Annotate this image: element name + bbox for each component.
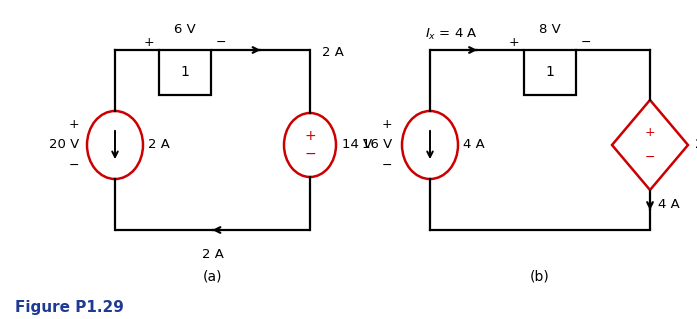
- Text: −: −: [581, 35, 592, 48]
- Text: −: −: [304, 147, 316, 161]
- Text: +: +: [381, 118, 392, 131]
- Text: +: +: [508, 35, 519, 48]
- Text: 6 V: 6 V: [174, 23, 196, 36]
- Text: −: −: [645, 151, 655, 164]
- Text: 14 V: 14 V: [342, 138, 372, 152]
- Text: 8 V: 8 V: [539, 23, 561, 36]
- Text: (b): (b): [530, 270, 550, 284]
- Text: +: +: [304, 129, 316, 143]
- Text: (a): (a): [202, 270, 222, 284]
- Text: −: −: [68, 159, 79, 172]
- Text: 2 A: 2 A: [322, 46, 344, 58]
- Text: 20 V: 20 V: [49, 138, 79, 152]
- Text: 16 V: 16 V: [362, 138, 392, 152]
- Text: +: +: [68, 118, 79, 131]
- Text: −: −: [216, 35, 227, 48]
- Text: 4 A: 4 A: [463, 138, 484, 152]
- Text: 1: 1: [181, 65, 190, 79]
- Text: $I_x$ = 4 A: $I_x$ = 4 A: [425, 27, 478, 42]
- Text: 1: 1: [546, 65, 554, 79]
- Text: $2I_x$: $2I_x$: [694, 137, 697, 152]
- Text: +: +: [144, 35, 154, 48]
- Text: 2 A: 2 A: [148, 138, 170, 152]
- Text: 2 A: 2 A: [201, 248, 224, 261]
- Text: Figure P1.29: Figure P1.29: [15, 300, 124, 315]
- Text: 4 A: 4 A: [658, 197, 680, 211]
- Text: +: +: [645, 126, 655, 139]
- Text: −: −: [381, 159, 392, 172]
